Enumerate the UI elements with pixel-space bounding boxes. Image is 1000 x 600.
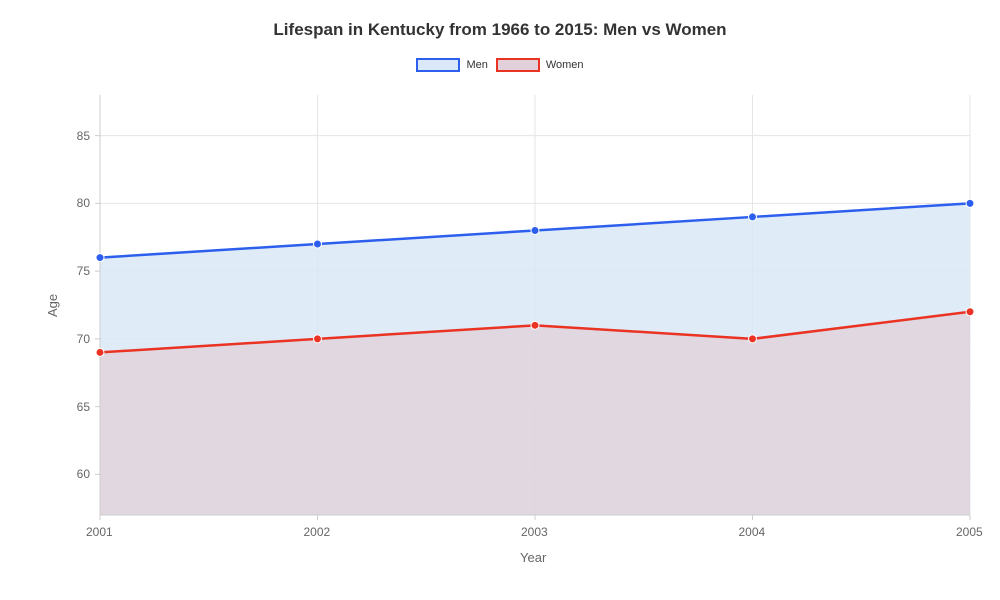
x-tick-label: 2002	[304, 525, 331, 539]
x-tick-label: 2004	[739, 525, 766, 539]
y-tick-label: 70	[77, 332, 90, 346]
legend-item-women: Women	[496, 58, 584, 72]
chart-title: Lifespan in Kentucky from 1966 to 2015: …	[0, 0, 1000, 40]
plot-area	[100, 95, 970, 515]
legend-swatch-men	[416, 58, 460, 72]
legend-swatch-women	[496, 58, 540, 72]
chart-container: Lifespan in Kentucky from 1966 to 2015: …	[0, 0, 1000, 600]
y-tick-label: 60	[77, 467, 90, 481]
y-tick-label: 65	[77, 400, 90, 414]
plot-svg	[100, 95, 970, 515]
x-tick-label: 2001	[86, 525, 113, 539]
y-axis-label: Age	[45, 294, 60, 317]
x-tick-label: 2003	[521, 525, 548, 539]
legend-label-women: Women	[546, 59, 584, 71]
legend-label-men: Men	[466, 59, 487, 71]
legend: Men Women	[0, 58, 1000, 72]
x-tick-label: 2005	[956, 525, 983, 539]
y-tick-label: 75	[77, 264, 90, 278]
y-tick-label: 80	[77, 196, 90, 210]
x-axis-label: Year	[520, 550, 546, 565]
y-tick-label: 85	[77, 129, 90, 143]
legend-item-men: Men	[416, 58, 487, 72]
